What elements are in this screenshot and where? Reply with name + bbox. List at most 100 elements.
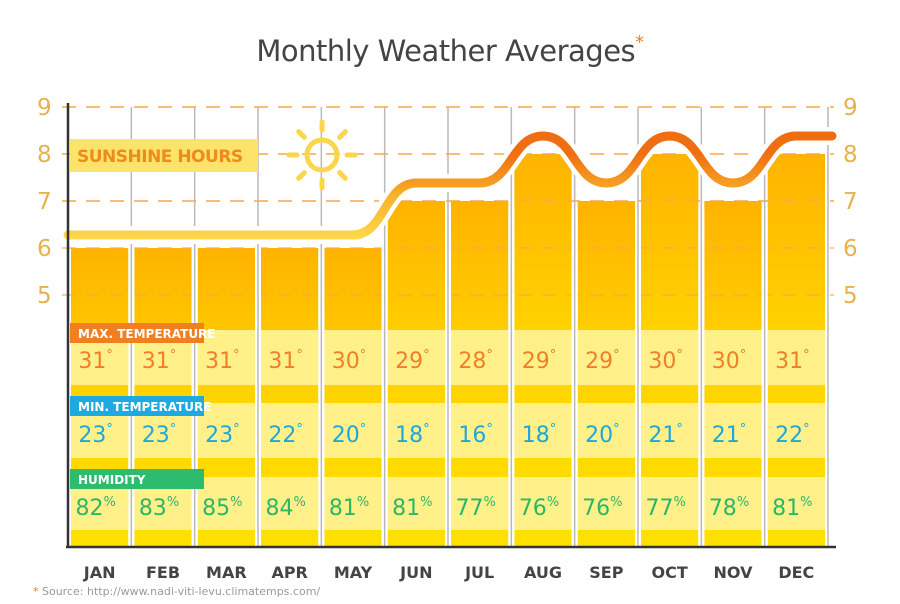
value-label: 85% xyxy=(202,495,242,521)
value-band xyxy=(641,477,699,530)
x-tick-label: MAR xyxy=(206,563,247,582)
sunshine-hours-label: SUNSHINE HOURS xyxy=(70,139,258,172)
row-labels: SUNSHINE HOURS MAX. TEMPERATURE MIN. TEMPE… xyxy=(70,139,258,489)
x-tick-label: JUL xyxy=(464,563,494,582)
y-tick-label-left: 6 xyxy=(37,236,52,262)
value-label: 82% xyxy=(75,495,115,521)
value-band xyxy=(767,477,825,530)
x-tick-label: AUG xyxy=(524,563,562,582)
value-band xyxy=(261,330,319,385)
value-band xyxy=(387,403,445,458)
x-tick-label: FEB xyxy=(146,563,180,582)
value-band xyxy=(324,477,382,530)
value-label: 18° xyxy=(395,422,430,448)
value-label: 31° xyxy=(78,348,113,374)
value-label: 30° xyxy=(712,348,747,374)
value-band xyxy=(767,330,825,385)
value-band xyxy=(704,477,762,530)
value-label: 31° xyxy=(142,348,177,374)
value-label: 23° xyxy=(205,422,240,448)
x-tick-label: APR xyxy=(271,563,307,582)
y-tick-label-right: 7 xyxy=(843,189,858,215)
value-label: 20° xyxy=(585,422,620,448)
x-tick-label: OCT xyxy=(652,563,688,582)
value-band xyxy=(577,330,635,385)
row-label-text: HUMIDITY xyxy=(78,473,146,487)
sunshine-line xyxy=(63,131,837,240)
value-label: 23° xyxy=(142,422,177,448)
sun-icon-ray xyxy=(296,129,307,140)
value-label: 30° xyxy=(332,348,367,374)
value-band xyxy=(704,330,762,385)
value-band xyxy=(197,330,255,385)
value-label: 18° xyxy=(522,422,557,448)
y-tick-label-right: 9 xyxy=(843,95,858,121)
row-label-max-temperature: MAX. TEMPERATURE xyxy=(70,323,216,343)
value-label: 83% xyxy=(139,495,179,521)
value-band xyxy=(704,403,762,458)
value-band xyxy=(451,403,509,458)
value-label: 81% xyxy=(772,495,812,521)
value-band xyxy=(261,403,319,458)
x-tick-label: DEC xyxy=(778,563,814,582)
value-bands xyxy=(71,210,825,547)
value-band xyxy=(197,403,255,458)
y-tick-label-left: 8 xyxy=(37,142,52,168)
sunshine-line-group xyxy=(59,126,841,244)
value-band xyxy=(767,403,825,458)
value-label: 23° xyxy=(78,422,113,448)
value-label: 22° xyxy=(775,422,810,448)
value-label: 77% xyxy=(455,495,495,521)
value-band xyxy=(514,403,572,458)
y-tick-label-right: 8 xyxy=(843,142,858,168)
chart-title-text: Monthly Weather Averages xyxy=(256,34,636,68)
sun-icon-ray xyxy=(337,129,348,140)
value-band xyxy=(324,330,382,385)
value-label: 81% xyxy=(329,495,369,521)
y-tick-label-left: 7 xyxy=(37,189,52,215)
value-label: 77% xyxy=(645,495,685,521)
value-label: 22° xyxy=(268,422,303,448)
y-tick-label-right: 5 xyxy=(843,283,858,309)
source-text: Source: http://www.nadi-viti-levu.climat… xyxy=(42,585,321,598)
value-label: 31° xyxy=(268,348,303,374)
value-band xyxy=(324,403,382,458)
x-tick-label: MAY xyxy=(334,563,373,582)
source-footnote-marker: * xyxy=(33,585,39,598)
value-label: 78% xyxy=(709,495,749,521)
x-tick-label: JAN xyxy=(83,563,116,582)
value-band xyxy=(451,330,509,385)
value-band xyxy=(641,330,699,385)
row-label-text: MAX. TEMPERATURE xyxy=(78,327,216,341)
value-band xyxy=(387,330,445,385)
value-labels: 31° 31° 31° 31° 30° 29° 28° 29° 29° 30° 30° 31° 23° 2… xyxy=(75,348,812,521)
chart-title: Monthly Weather Averages* xyxy=(0,32,900,68)
title-footnote-marker: * xyxy=(635,32,644,53)
x-tick-label: SEP xyxy=(589,563,623,582)
x-tick-label: NOV xyxy=(714,563,754,582)
value-band xyxy=(577,403,635,458)
value-label: 76% xyxy=(582,495,622,521)
value-band xyxy=(641,403,699,458)
value-label: 31° xyxy=(775,348,810,374)
sun-icon-ray xyxy=(337,170,348,181)
value-label: 81% xyxy=(392,495,432,521)
value-label: 30° xyxy=(648,348,683,374)
value-label: 31° xyxy=(205,348,240,374)
row-label-text: MIN. TEMPERATURE xyxy=(78,400,211,414)
value-label: 29° xyxy=(395,348,430,374)
axes: 5 5 6 6 7 7 8 8 9 9 JAN FEB MAR APR MAY JUN JUL AUG SEP OCT… xyxy=(37,95,858,582)
value-label: 21° xyxy=(648,422,683,448)
source-note: * Source: http://www.nadi-viti-levu.clim… xyxy=(33,585,320,598)
value-band xyxy=(577,477,635,530)
y-tick-label-right: 6 xyxy=(843,236,858,262)
value-band xyxy=(387,477,445,530)
sunshine-hours-label-text: SUNSHINE HOURS xyxy=(77,147,243,167)
value-band xyxy=(514,330,572,385)
value-label: 76% xyxy=(519,495,559,521)
row-label-humidity: HUMIDITY xyxy=(70,469,204,489)
sun-icon xyxy=(286,119,358,191)
value-label: 84% xyxy=(265,495,305,521)
y-tick-label-left: 5 xyxy=(37,283,52,309)
